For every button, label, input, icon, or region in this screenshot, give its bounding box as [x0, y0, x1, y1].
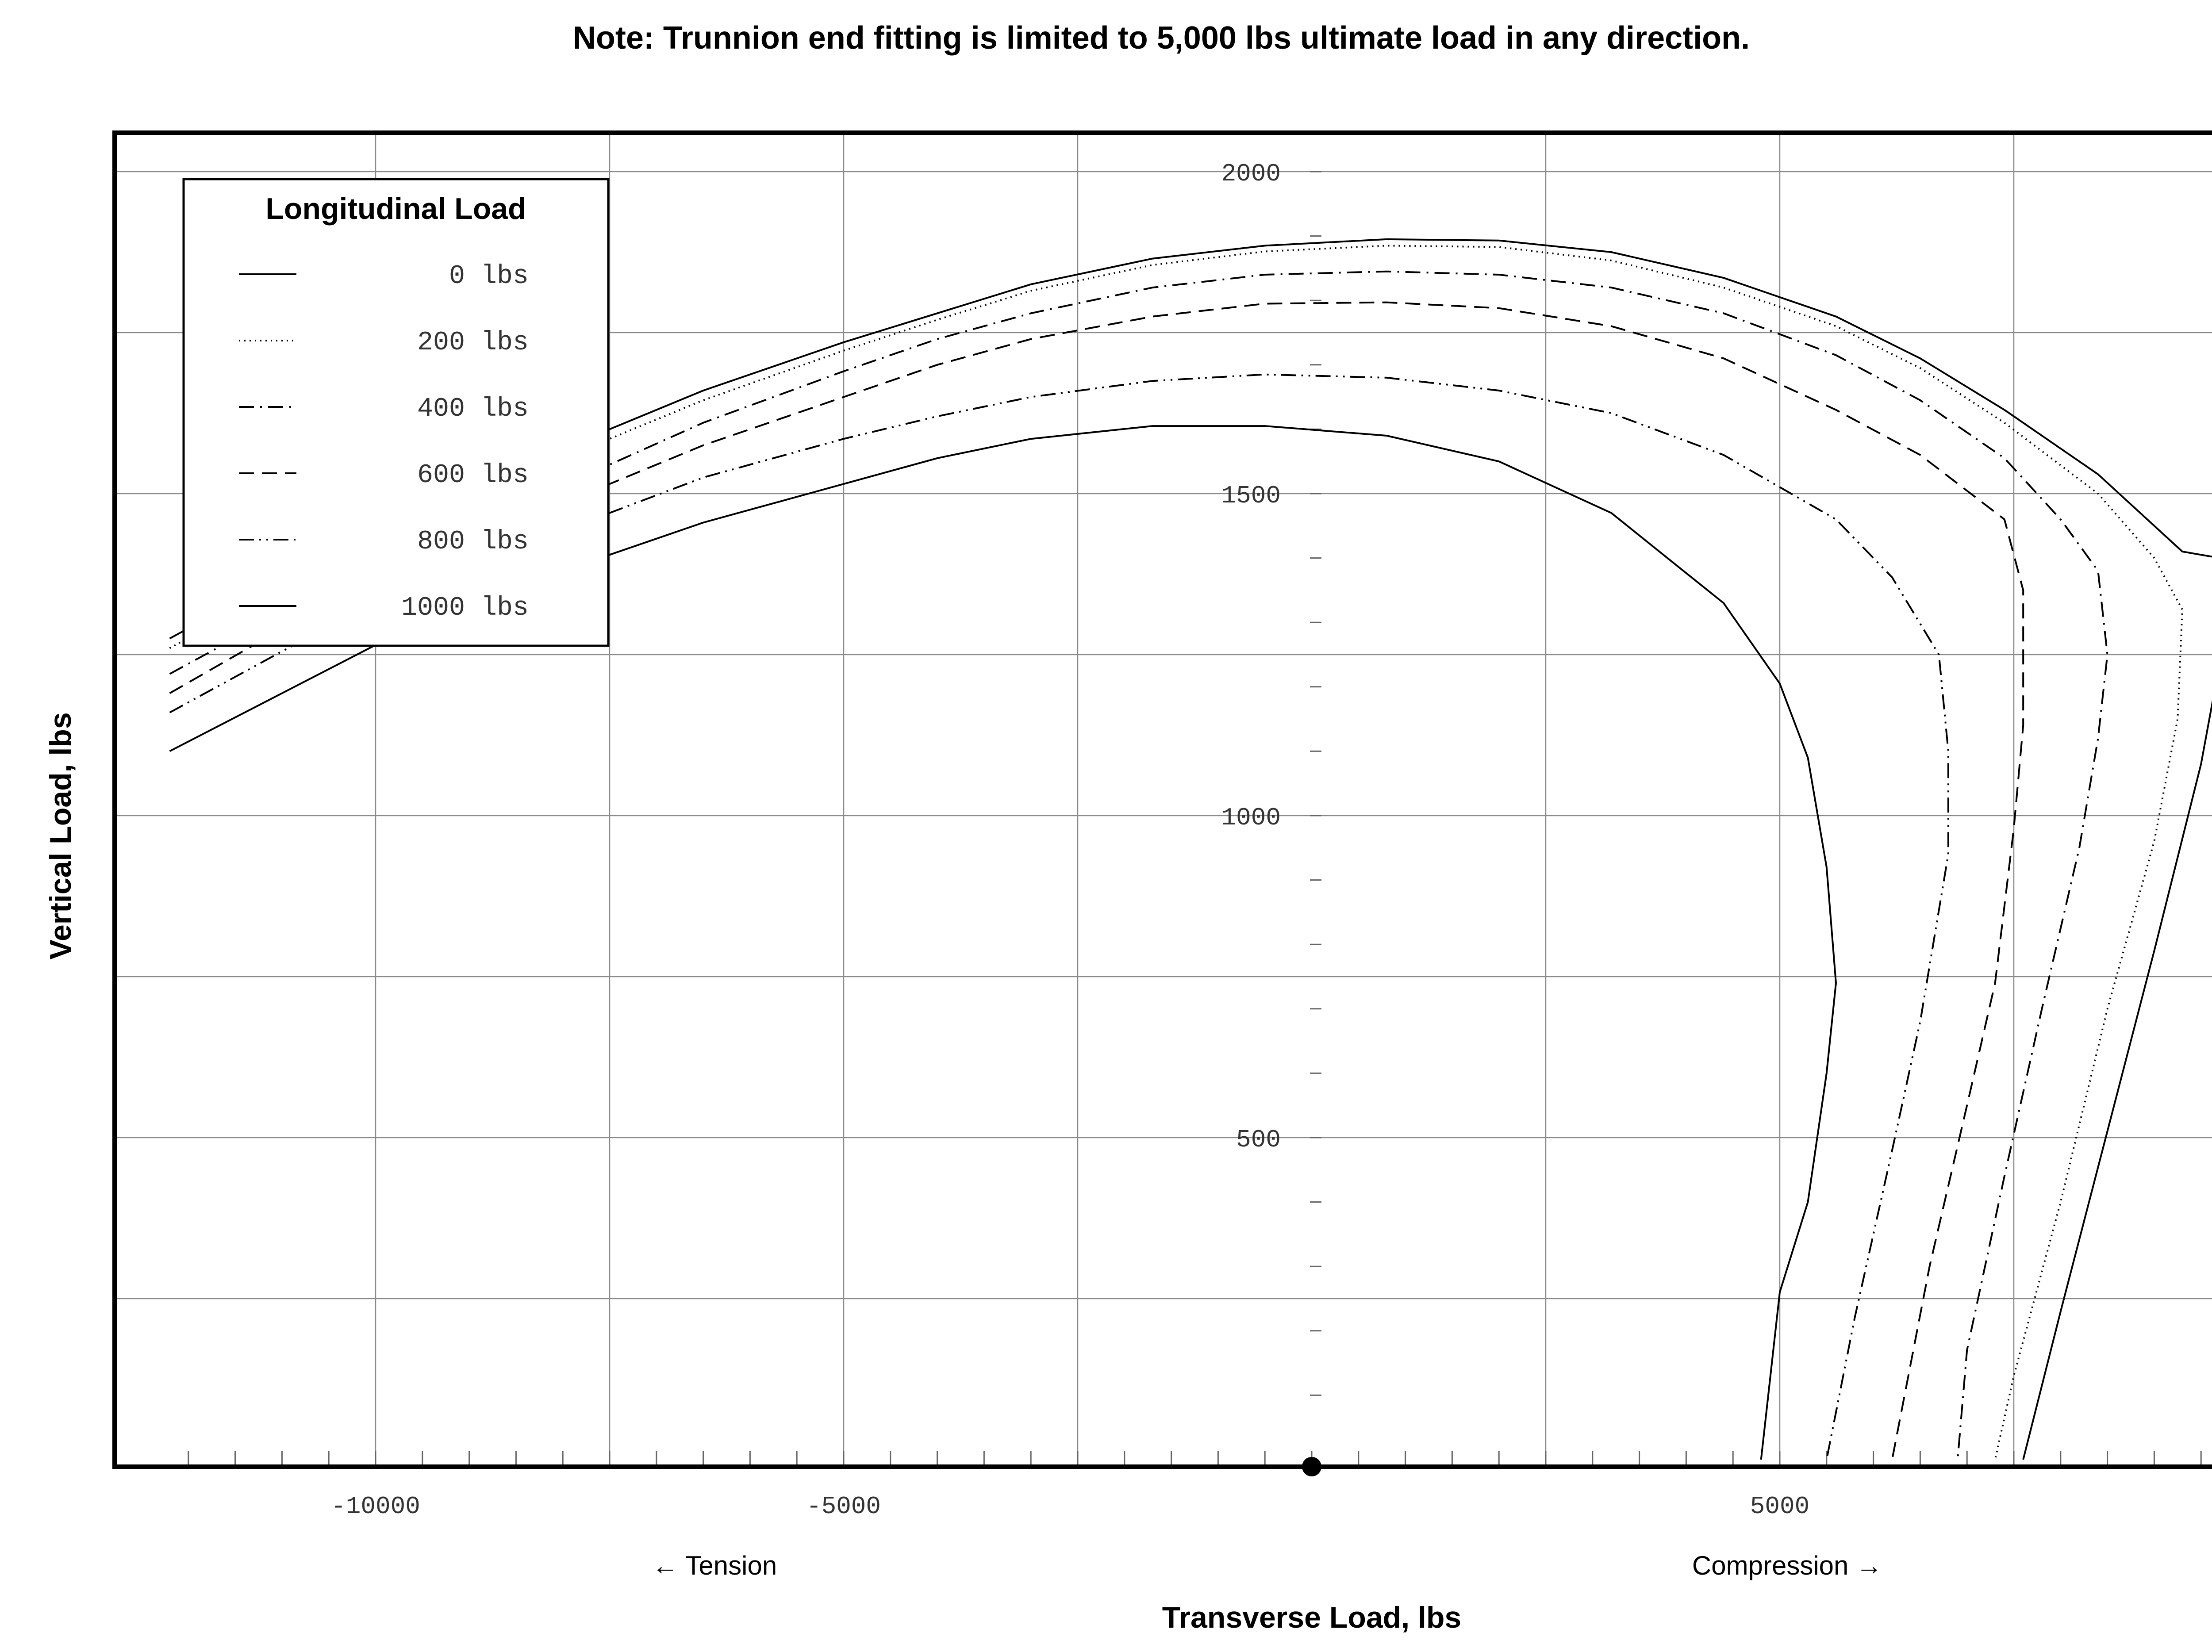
- legend-label: 1000 lbs: [401, 593, 529, 623]
- legend-entries: 0 lbs 200 lbs 400 lbs 600 lbs 800 lbs 1000 lb…: [239, 261, 529, 623]
- series-line: [169, 301, 2024, 1460]
- x-tick-label: 5000: [1750, 1492, 1809, 1521]
- minor-ticks: [188, 171, 2202, 1465]
- series-line: [169, 238, 2212, 1460]
- x-tick-labels: -10000 -5000 5000 10000: [331, 1492, 2212, 1521]
- legend-label: 600 lbs: [417, 460, 529, 491]
- grid-lines: [115, 133, 2212, 1467]
- x-right-note: Compression →: [1692, 1551, 1882, 1580]
- y-tick-label: 500: [1236, 1126, 1281, 1154]
- chart-title: Note: Trunnion end fitting is limited to…: [573, 20, 1750, 56]
- y-tick-labels: 500 1000 1500 2000: [1221, 160, 1281, 1154]
- series-line: [169, 270, 2108, 1460]
- x-tick-label: 10000: [2211, 1492, 2212, 1521]
- legend-label: 400 lbs: [417, 394, 529, 424]
- legend-label: 800 lbs: [417, 527, 529, 557]
- plot-frame: [112, 130, 2212, 1469]
- legend-box: [182, 178, 610, 647]
- x-left-note: ← Tension: [652, 1551, 777, 1580]
- x-axis-label: Transverse Load, lbs: [1162, 1601, 1462, 1634]
- y-axis-label: Vertical Load, lbs: [44, 712, 77, 959]
- y-tick-label: 1500: [1221, 482, 1281, 510]
- legend: Longitudinal Load 0 lbs 200 lbs 400 lbs 600…: [182, 178, 610, 647]
- legend-title: Longitudinal Load: [265, 192, 526, 226]
- y-tick-label: 1000: [1221, 804, 1281, 832]
- legend-label: 0 lbs: [449, 261, 529, 291]
- origin-marker: [1302, 1457, 1321, 1476]
- series-line: [169, 245, 2183, 1460]
- legend-label: 200 lbs: [417, 328, 529, 358]
- x-tick-label: -10000: [331, 1492, 420, 1521]
- y-tick-label: 2000: [1221, 160, 1281, 188]
- x-tick-label: -5000: [806, 1492, 881, 1521]
